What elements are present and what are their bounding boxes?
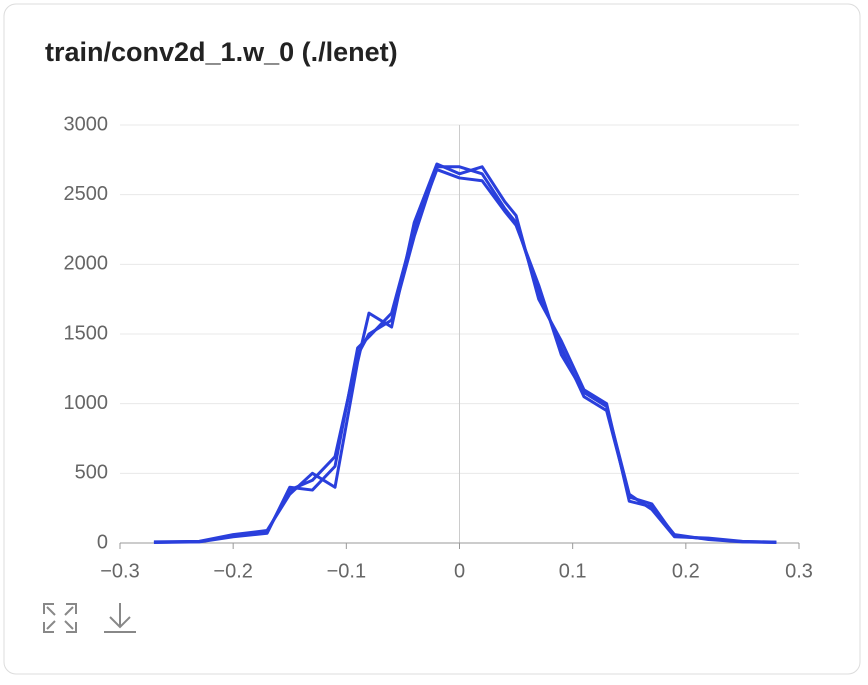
y-tick-label: 3000 [64, 113, 109, 135]
chart-title: train/conv2d_1.w_0 (./lenet) [45, 37, 398, 67]
x-tick-label: −0.1 [327, 560, 366, 582]
series-line [153, 168, 777, 544]
y-tick-label: 2000 [64, 253, 109, 275]
y-tick-label: 500 [75, 462, 108, 484]
y-tick-label: 0 [97, 531, 108, 553]
y-tick-label: 2500 [64, 183, 109, 205]
x-tick-label: 0.2 [672, 560, 700, 582]
x-tick-label: 0.3 [785, 560, 813, 582]
x-tick-label: 0.1 [559, 560, 587, 582]
x-tick-label: 0 [454, 560, 465, 582]
x-tick-label: −0.2 [213, 560, 252, 582]
fullscreen-icon[interactable] [43, 603, 77, 633]
x-tick-label: −0.3 [100, 560, 139, 582]
y-tick-label: 1500 [64, 322, 109, 344]
y-tick-label: 1000 [64, 392, 109, 414]
download-icon[interactable] [104, 603, 136, 633]
